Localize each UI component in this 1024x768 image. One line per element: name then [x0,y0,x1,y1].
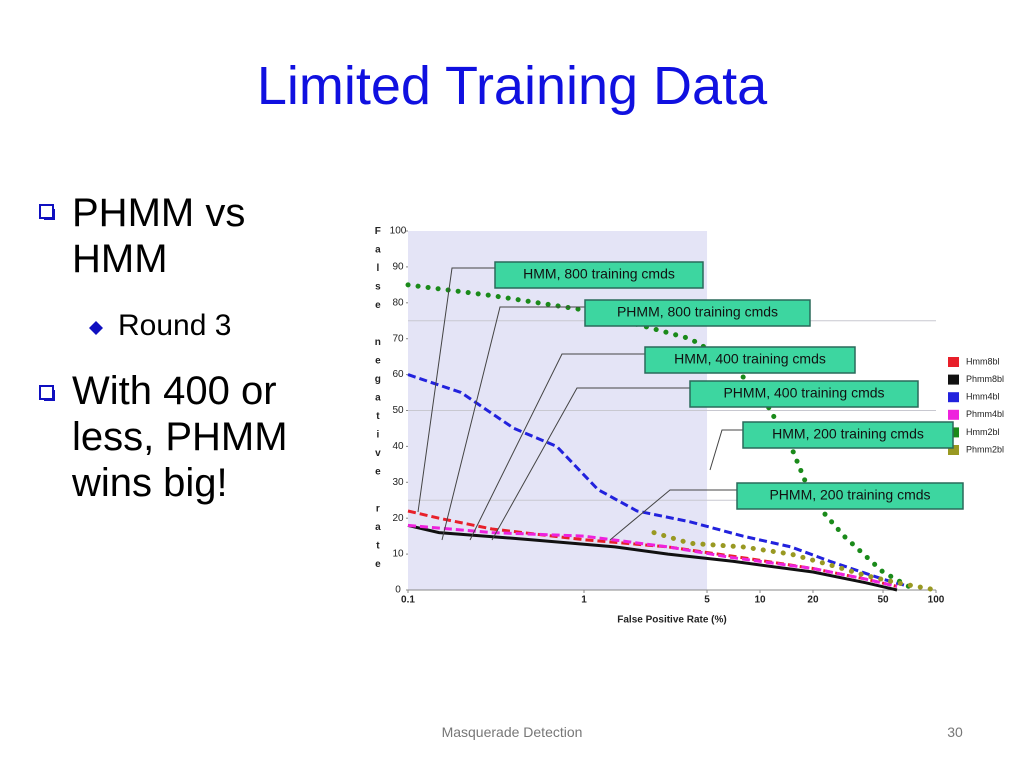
legend-label: Phmm2bl [966,444,1004,454]
legend-label: Hmm8bl [966,356,1000,366]
leader-line [417,267,495,513]
slide-title: Limited Training Data [256,56,768,116]
y-tick-label: 70 [392,333,404,344]
callout-box [644,346,856,374]
leader-line [609,489,737,541]
bullet: With 400 or less, PHMM wins big! [72,369,288,505]
footer: Masquerade Detection [441,724,583,740]
legend-label: Phmm8bl [966,374,1004,384]
callout-text: PHMM, 800 training cmds [617,304,778,320]
callout-box [689,380,919,408]
x-axis-label: False Positive Rate (%) [617,615,726,626]
callout-text: HMM, 400 training cmds [674,351,826,367]
x-tick-label: 5 [704,595,710,606]
callout-text: PHMM, 200 training cmds [769,487,930,503]
callout-text: HMM, 200 training cmds [772,426,924,442]
series-line [407,373,910,588]
y-tick-label: 90 [392,262,404,273]
series-line [407,509,898,588]
callout-text: PHMM, 400 training cmds [723,385,884,401]
callout-box [742,421,954,449]
callout-box [736,482,964,510]
y-tick-label: 30 [392,477,404,488]
y-tick-label: 100 [390,226,407,237]
legend-label: Hmm2bl [966,427,1000,437]
bullet-marker [39,204,55,220]
bullet: PHMM vs HMM [72,191,246,281]
leader-line [469,353,645,541]
x-tick-label: 0.1 [401,595,415,606]
y-tick-label: 0 [395,585,401,596]
y-tick-label: 50 [392,405,404,416]
leader-line [709,429,743,471]
callout-box [584,299,811,327]
x-tick-label: 20 [807,595,819,606]
y-tick-label: 40 [392,441,404,452]
x-tick-label: 10 [754,595,766,606]
leader-line [441,306,585,541]
y-tick-label: 60 [392,369,404,380]
legend-label: Phmm4bl [966,409,1004,419]
sub-bullet-marker [89,321,103,335]
callout-box [494,261,704,289]
legend-swatch [948,357,959,367]
x-tick-label: 1 [581,595,587,606]
series-line [405,282,912,589]
leader-line [491,387,690,541]
page-number: 30 [947,724,963,740]
y-tick-label: 20 [392,513,404,524]
series-line [651,530,939,593]
x-tick-label: 100 [928,595,945,606]
callout-text: HMM, 800 training cmds [523,266,675,282]
legend-swatch [948,409,959,420]
legend-swatch [948,445,959,455]
legend-swatch [948,392,959,403]
legend-label: Hmm4bl [966,392,1000,402]
sub-bullet: Round 3 [118,309,232,342]
legend-swatch [948,374,959,385]
series-line [407,523,898,588]
bullet-marker [39,385,55,401]
x-tick-label: 50 [877,595,889,606]
y-axis-label: False negative rate [372,226,383,578]
y-tick-label: 80 [392,297,404,308]
y-tick-label: 10 [392,549,404,560]
series-line [407,523,898,592]
